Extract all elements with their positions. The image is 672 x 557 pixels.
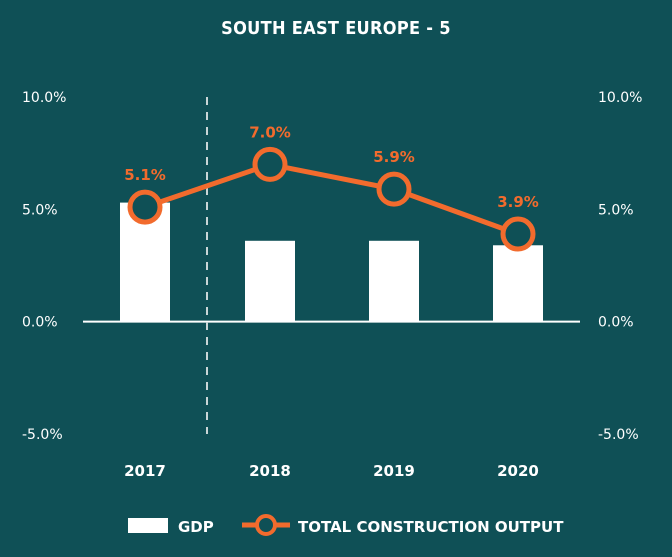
legend-construction-label: TOTAL CONSTRUCTION OUTPUT [298, 518, 564, 536]
legend-line-marker [255, 514, 277, 536]
x-category-label: 2020 [497, 462, 539, 480]
right-tick-label: 0.0% [598, 315, 634, 331]
gdp-bar [245, 240, 295, 322]
left-tick-label: 5.0% [22, 202, 58, 218]
left-tick-label: -5.0% [22, 427, 63, 443]
left-tick-label: 0.0% [22, 315, 58, 331]
construction-output-point [500, 216, 536, 252]
construction-output-point [376, 171, 412, 207]
left-tick-label: 10.0% [22, 90, 66, 106]
gdp-bar [369, 240, 419, 322]
chart-title: SOUTH EAST EUROPE - 5 [221, 18, 451, 39]
legend-gdp-swatch [128, 518, 168, 533]
x-category-label: 2018 [249, 462, 291, 480]
construction-output-line [144, 161, 519, 237]
construction-output-label: 7.0% [249, 123, 291, 141]
construction-output-label: 5.1% [124, 166, 166, 184]
right-tick-label: -5.0% [598, 427, 639, 443]
right-tick-label: 5.0% [598, 202, 634, 218]
x-category-label: 2017 [124, 462, 166, 480]
legend-gdp-label: GDP [178, 518, 214, 536]
right-tick-label: 10.0% [598, 90, 642, 106]
gdp-bar [493, 245, 543, 322]
x-category-label: 2019 [373, 462, 415, 480]
construction-output-point [252, 146, 288, 182]
construction-output-label: 3.9% [497, 193, 539, 211]
construction-output-label: 5.9% [373, 148, 415, 166]
construction-output-point [127, 189, 163, 225]
